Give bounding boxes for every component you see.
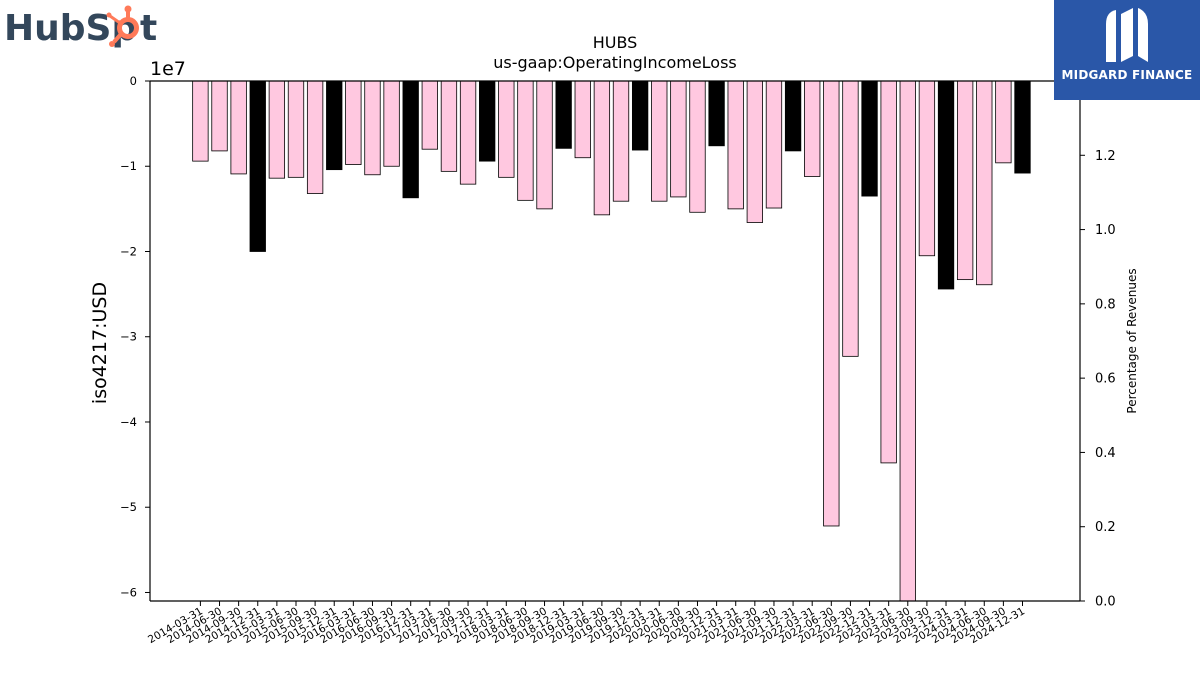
bar-2021-12-31	[784, 80, 802, 152]
bar-2020-06-30	[670, 80, 687, 198]
bar-2023-09-30	[918, 80, 936, 257]
y-tick-label: −6	[120, 585, 137, 599]
y-tick-label: −2	[120, 244, 137, 258]
hubspot-logo: HubSp t	[4, 4, 164, 52]
bar-2015-12-31	[326, 80, 343, 171]
y-axis-label: iso4217:USD	[89, 282, 111, 404]
bar-2019-09-30	[612, 80, 630, 202]
y-tick-label: −5	[120, 500, 137, 514]
chart-subtitle: us-gaap:OperatingIncomeLoss	[493, 53, 737, 72]
bar-2020-12-31	[708, 80, 725, 147]
bar-2024-12-31	[1014, 80, 1031, 174]
y-tick-label: −1	[120, 159, 137, 173]
y2-tick-label: 0.8	[1095, 297, 1116, 312]
bar-2015-09-30	[306, 80, 324, 194]
bar-2018-09-30	[536, 80, 553, 210]
bar-2022-09-30	[842, 80, 859, 357]
bar-2023-06-30	[899, 80, 916, 602]
y2-axis-label: Percentage of Revenues	[1125, 268, 1139, 413]
y-tick-label: −4	[120, 415, 137, 429]
bar-2021-03-31	[727, 80, 744, 210]
x-ticks: 2014-03-312014-06-302014-09-302014-12-31…	[146, 601, 1027, 646]
bar-2024-09-30	[995, 80, 1012, 164]
y-tick-label: 0	[130, 74, 137, 88]
bar-2016-12-31	[402, 80, 419, 199]
bar-2015-06-30	[287, 80, 305, 178]
bar-2022-06-30	[823, 80, 840, 527]
y2-tick-label: 0.0	[1095, 595, 1116, 610]
bar-2014-06-30	[211, 80, 228, 152]
bar-2020-03-31	[651, 80, 668, 202]
bar-2018-12-31	[555, 80, 572, 149]
bars-group	[192, 80, 1031, 602]
bar-2018-03-31	[498, 80, 515, 178]
bar-2016-03-31	[345, 80, 362, 165]
bar-2017-06-30	[440, 80, 458, 172]
hubspot-logo-text-end: t	[140, 8, 157, 49]
y2-tick-label: 0.4	[1095, 446, 1116, 461]
bar-2020-09-30	[689, 80, 706, 213]
bar-2016-06-30	[364, 80, 381, 176]
y2-tick-label: 1.2	[1095, 149, 1116, 164]
y-tick-label: −3	[120, 330, 137, 344]
bar-2021-09-30	[765, 80, 783, 209]
bar-2014-12-31	[249, 80, 266, 252]
bar-2022-03-31	[804, 80, 821, 177]
midgard-finance-logo: MIDGARD FINANCE	[1054, 0, 1200, 100]
midgard-emblem-icon	[1106, 8, 1148, 62]
y2-tick-label: 0.6	[1095, 372, 1116, 387]
y2-tick-label: 0.2	[1095, 520, 1116, 535]
sprocket-icon	[106, 5, 139, 47]
bar-2017-12-31	[479, 80, 496, 162]
y2-tick-label: 1.0	[1095, 223, 1116, 238]
y-ticks-right: 0.0 0.2 0.4 0.6 0.8 1.0 1.2	[1080, 149, 1116, 610]
bar-2024-03-31	[956, 80, 974, 281]
bar-2019-06-30	[593, 80, 611, 216]
bar-2024-06-30	[976, 80, 993, 286]
bar-2017-09-30	[459, 80, 477, 185]
bar-2019-12-31	[631, 80, 649, 151]
bar-2023-03-31	[880, 80, 897, 464]
chart-title: HUBS	[593, 33, 638, 52]
bar-2022-12-31	[861, 80, 878, 197]
bar-2019-03-31	[574, 80, 591, 159]
y-offset-label: 1e7	[150, 58, 186, 80]
bar-2015-03-31	[268, 80, 286, 179]
bar-2014-09-30	[230, 80, 247, 175]
bar-2016-09-30	[383, 80, 400, 167]
y-ticks-left: 0 −1 −2 −3 −4 −5 −6	[120, 74, 150, 599]
bar-2021-06-30	[746, 80, 763, 223]
midgard-finance-text: MIDGARD FINANCE	[1061, 68, 1193, 82]
bar-2018-06-30	[517, 80, 534, 201]
bar-2023-12-31	[937, 80, 955, 290]
bar-2017-03-31	[421, 80, 438, 150]
bar-2014-03-31	[192, 80, 209, 162]
